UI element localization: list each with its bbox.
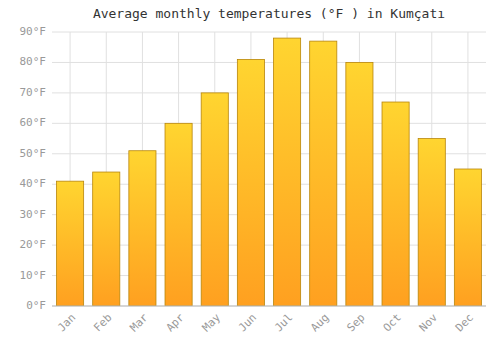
y-grid-line xyxy=(52,123,486,124)
y-tick-label: 20°F xyxy=(20,238,47,251)
chart: 0°F 10°F 20°F 30°F 40°F 50°F 60°F 70°F 80°F 90°F J… xyxy=(0,0,500,350)
bar xyxy=(274,38,301,306)
x-tick-label: Jul xyxy=(272,311,295,334)
y-tick-label: 70°F xyxy=(20,86,47,99)
x-tick-label: Sep xyxy=(344,311,367,334)
grid xyxy=(52,32,486,306)
y-tick-label: 90°F xyxy=(20,25,47,38)
bar xyxy=(418,139,445,306)
bar xyxy=(237,59,264,306)
y-tick-label: 80°F xyxy=(20,55,47,68)
y-grid-line xyxy=(52,62,486,63)
y-tick-label: 30°F xyxy=(20,208,47,221)
x-tick-label: Nov xyxy=(417,311,441,335)
title: Average monthly temperatures (°F ) in Ku… xyxy=(93,6,445,21)
x-axis-line xyxy=(52,306,486,307)
bar xyxy=(93,172,120,306)
bar xyxy=(346,62,373,306)
bar xyxy=(382,102,409,306)
x-tick-label: Jun xyxy=(236,311,259,334)
x-tick-label: Mar xyxy=(127,311,151,335)
y-tick-label: 60°F xyxy=(20,116,47,129)
bar xyxy=(454,169,481,306)
x-tick-label: May xyxy=(200,311,224,335)
y-tick-label: 0°F xyxy=(26,299,46,312)
bars xyxy=(57,38,482,306)
bar xyxy=(310,41,337,306)
x-tick-label: Aug xyxy=(308,311,331,334)
x-tick-label: Apr xyxy=(164,311,188,335)
bar xyxy=(57,181,84,306)
y-tick-label: 50°F xyxy=(20,147,47,160)
y-grid-line xyxy=(52,92,486,93)
bar xyxy=(129,151,156,306)
y-tick-label: 10°F xyxy=(20,269,47,282)
x-tick-label: Oct xyxy=(381,311,404,334)
y-tick-label: 40°F xyxy=(20,177,47,190)
bar xyxy=(201,93,228,306)
x-tick-label: Dec xyxy=(453,311,476,334)
bar xyxy=(165,123,192,306)
chart-container: 0°F 10°F 20°F 30°F 40°F 50°F 60°F 70°F 80°F 90°F J… xyxy=(0,0,500,350)
y-grid-line xyxy=(52,32,486,33)
x-tick-label: Jan xyxy=(55,311,78,334)
x-tick-label: Feb xyxy=(91,311,114,334)
y-grid-line xyxy=(52,306,486,307)
